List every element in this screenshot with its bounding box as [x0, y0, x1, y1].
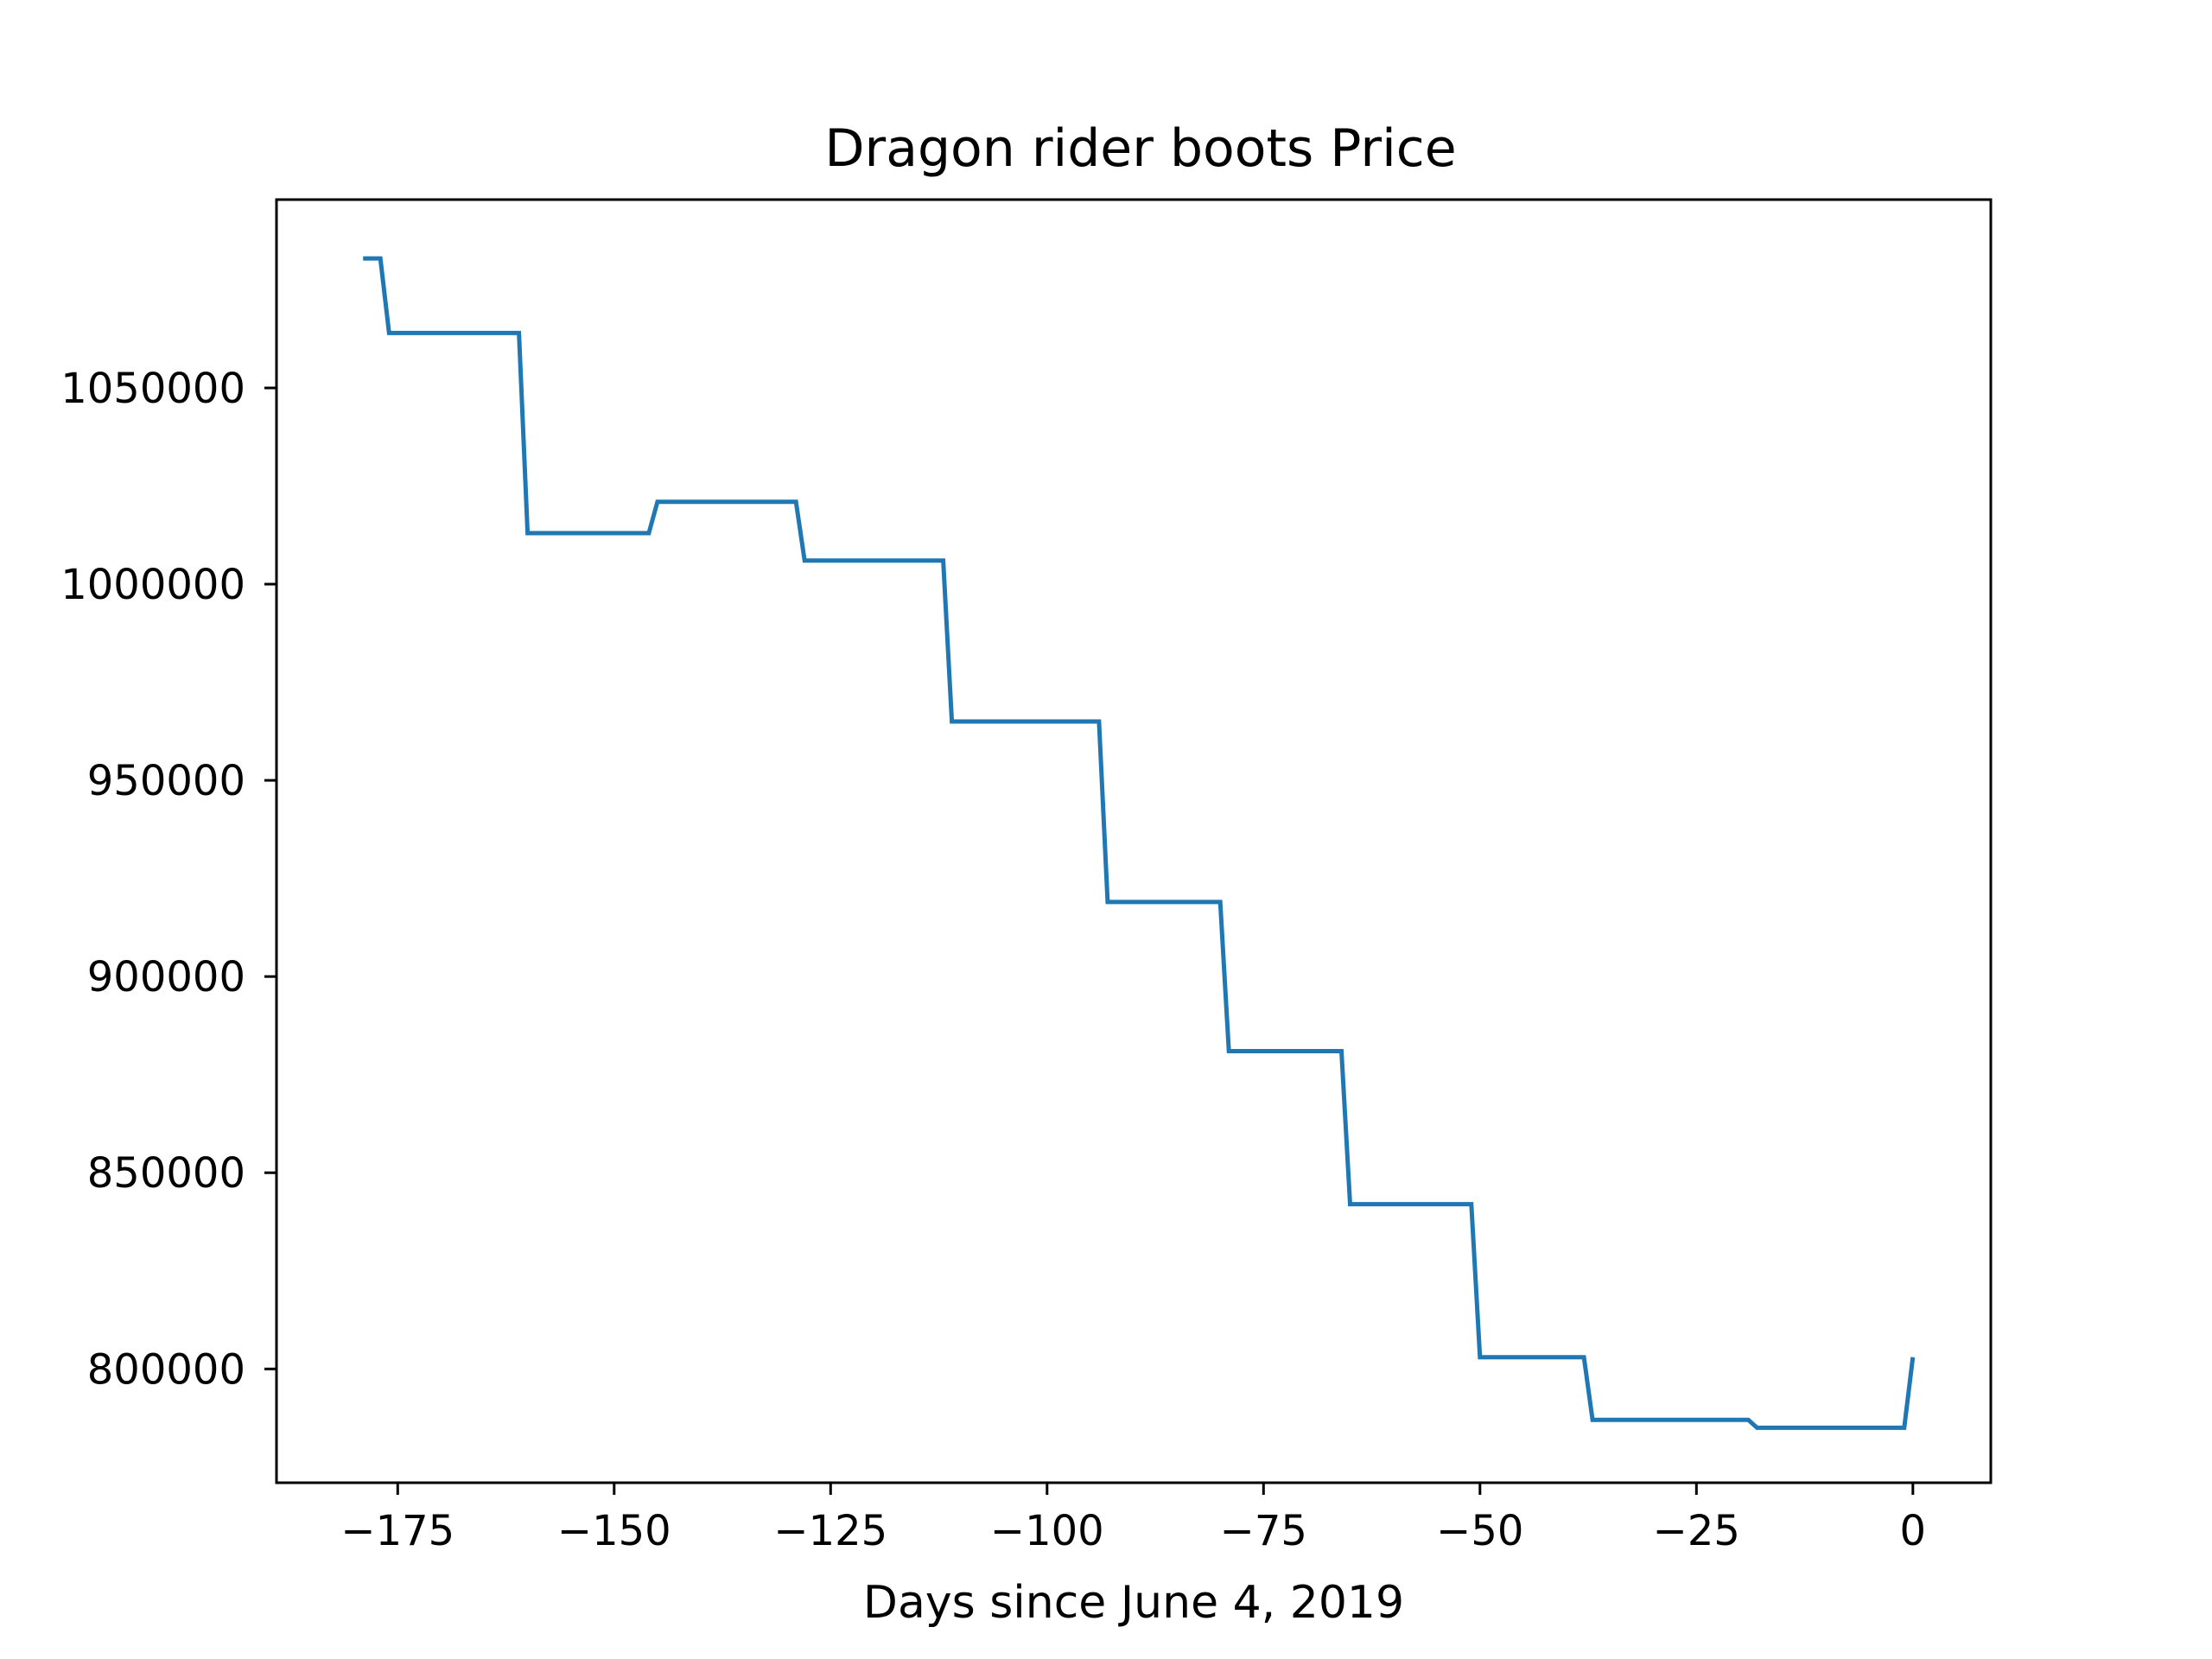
- x-tick-label: −75: [1220, 1507, 1307, 1555]
- chart-title: Dragon rider boots Price: [824, 118, 1456, 179]
- x-axis-ticks: −175 −150 −125 −100 −75 −50 −25 0: [340, 1483, 1926, 1555]
- x-tick-label: −50: [1436, 1507, 1523, 1555]
- x-tick-label: −125: [773, 1507, 887, 1555]
- x-tick-label: −100: [990, 1507, 1104, 1555]
- y-tick-label: 1000000: [60, 561, 245, 609]
- y-tick-label: 900000: [87, 953, 245, 1001]
- x-axis-label: Days since June 4, 2019: [863, 1577, 1404, 1629]
- series-layer: [363, 256, 1916, 1430]
- plot-area-frame: [275, 198, 1993, 1484]
- y-tick-label: 850000: [87, 1149, 245, 1198]
- y-tick-label: 950000: [87, 757, 245, 805]
- price-series-line: [363, 256, 1916, 1430]
- x-tick-label: −175: [340, 1507, 454, 1555]
- x-tick-label: −150: [557, 1507, 671, 1555]
- y-tick-label: 1050000: [60, 365, 245, 413]
- y-tick-label: 800000: [87, 1345, 245, 1394]
- x-tick-label: −25: [1653, 1507, 1740, 1555]
- y-axis-ticks: 800000 850000 900000 950000 1000000 1050000: [60, 365, 276, 1394]
- x-tick-label: 0: [1900, 1507, 1927, 1555]
